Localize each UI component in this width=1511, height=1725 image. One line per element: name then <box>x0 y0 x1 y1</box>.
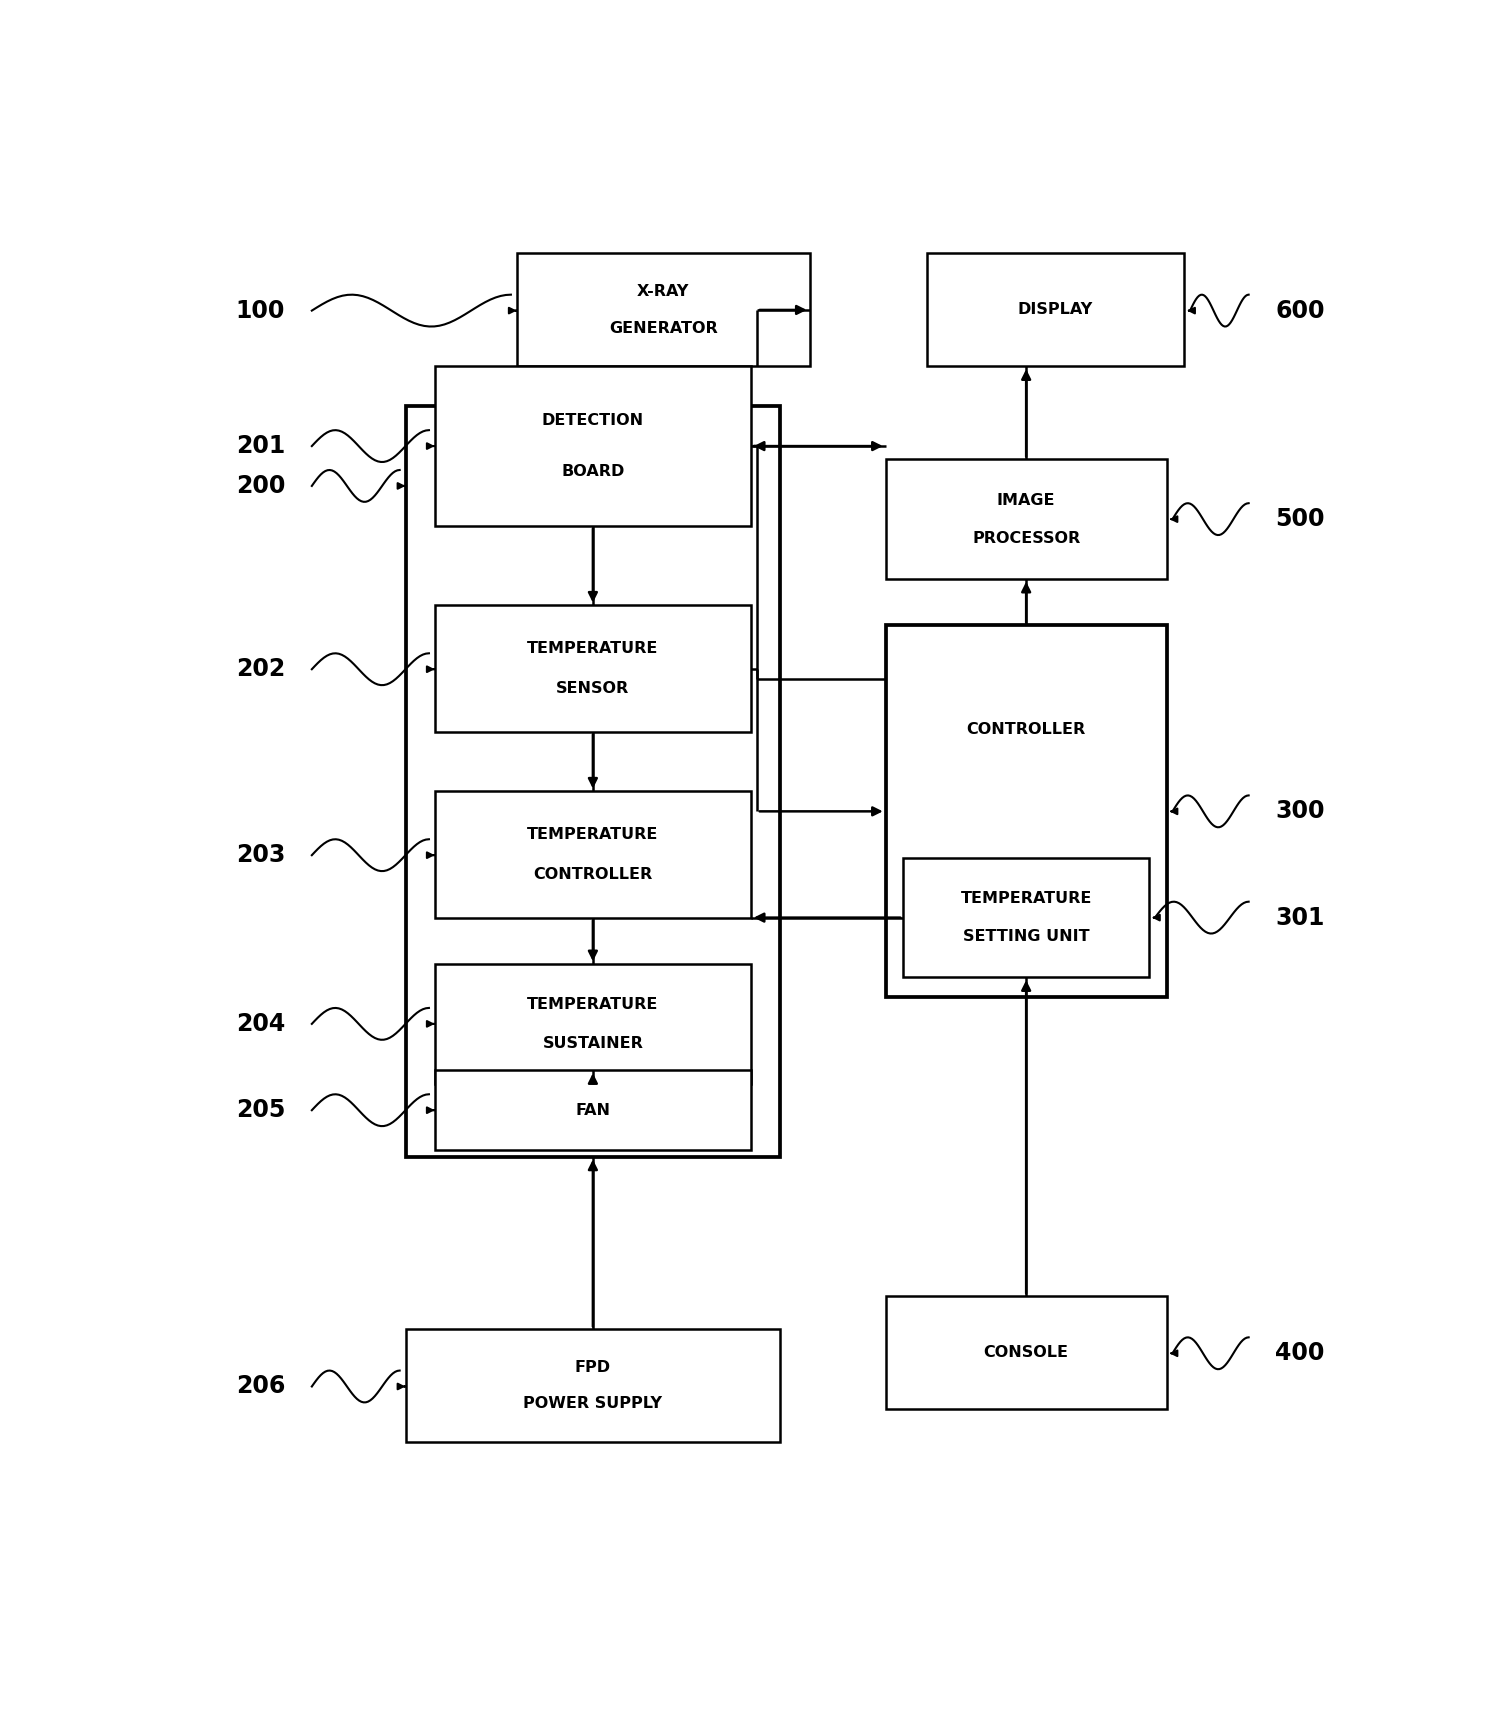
Text: CONTROLLER: CONTROLLER <box>967 723 1086 737</box>
Bar <box>435 1070 751 1151</box>
Text: 301: 301 <box>1275 906 1325 930</box>
Text: 400: 400 <box>1275 1342 1325 1364</box>
Bar <box>885 459 1166 580</box>
Text: SENSOR: SENSOR <box>556 681 630 697</box>
Text: 201: 201 <box>236 435 286 459</box>
Text: IMAGE: IMAGE <box>997 493 1055 507</box>
Bar <box>405 407 780 1157</box>
Bar <box>926 254 1185 366</box>
Text: TEMPERATURE: TEMPERATURE <box>527 997 659 1013</box>
Text: X-RAY: X-RAY <box>638 285 689 300</box>
Text: BOARD: BOARD <box>561 464 624 480</box>
Text: 600: 600 <box>1275 298 1325 323</box>
Bar <box>885 1295 1166 1409</box>
Text: 100: 100 <box>236 298 286 323</box>
Text: 200: 200 <box>236 474 286 499</box>
Text: CONSOLE: CONSOLE <box>984 1346 1068 1359</box>
Text: TEMPERATURE: TEMPERATURE <box>527 642 659 656</box>
Bar <box>405 1330 780 1442</box>
Bar <box>517 254 810 366</box>
Text: 500: 500 <box>1275 507 1325 531</box>
Text: 204: 204 <box>236 1013 286 1037</box>
Bar <box>435 366 751 526</box>
Text: GENERATOR: GENERATOR <box>609 321 718 335</box>
Text: DISPLAY: DISPLAY <box>1018 302 1092 317</box>
Text: DETECTION: DETECTION <box>542 412 644 428</box>
Bar <box>435 964 751 1083</box>
Text: SUSTAINER: SUSTAINER <box>542 1035 644 1051</box>
Text: SETTING UNIT: SETTING UNIT <box>963 930 1089 944</box>
Bar <box>885 626 1166 997</box>
Text: POWER SUPPLY: POWER SUPPLY <box>523 1396 662 1411</box>
Text: 203: 203 <box>236 844 286 868</box>
Bar <box>435 792 751 918</box>
Text: 205: 205 <box>236 1099 286 1123</box>
Text: FAN: FAN <box>576 1102 610 1118</box>
Text: FPD: FPD <box>574 1361 610 1375</box>
Text: 206: 206 <box>236 1375 286 1399</box>
Bar <box>904 857 1150 978</box>
Text: PROCESSOR: PROCESSOR <box>972 531 1080 545</box>
Text: TEMPERATURE: TEMPERATURE <box>961 892 1092 906</box>
Bar <box>435 605 751 731</box>
Text: 202: 202 <box>236 657 286 681</box>
Text: TEMPERATURE: TEMPERATURE <box>527 826 659 842</box>
Text: 300: 300 <box>1275 799 1325 823</box>
Text: CONTROLLER: CONTROLLER <box>533 868 653 881</box>
